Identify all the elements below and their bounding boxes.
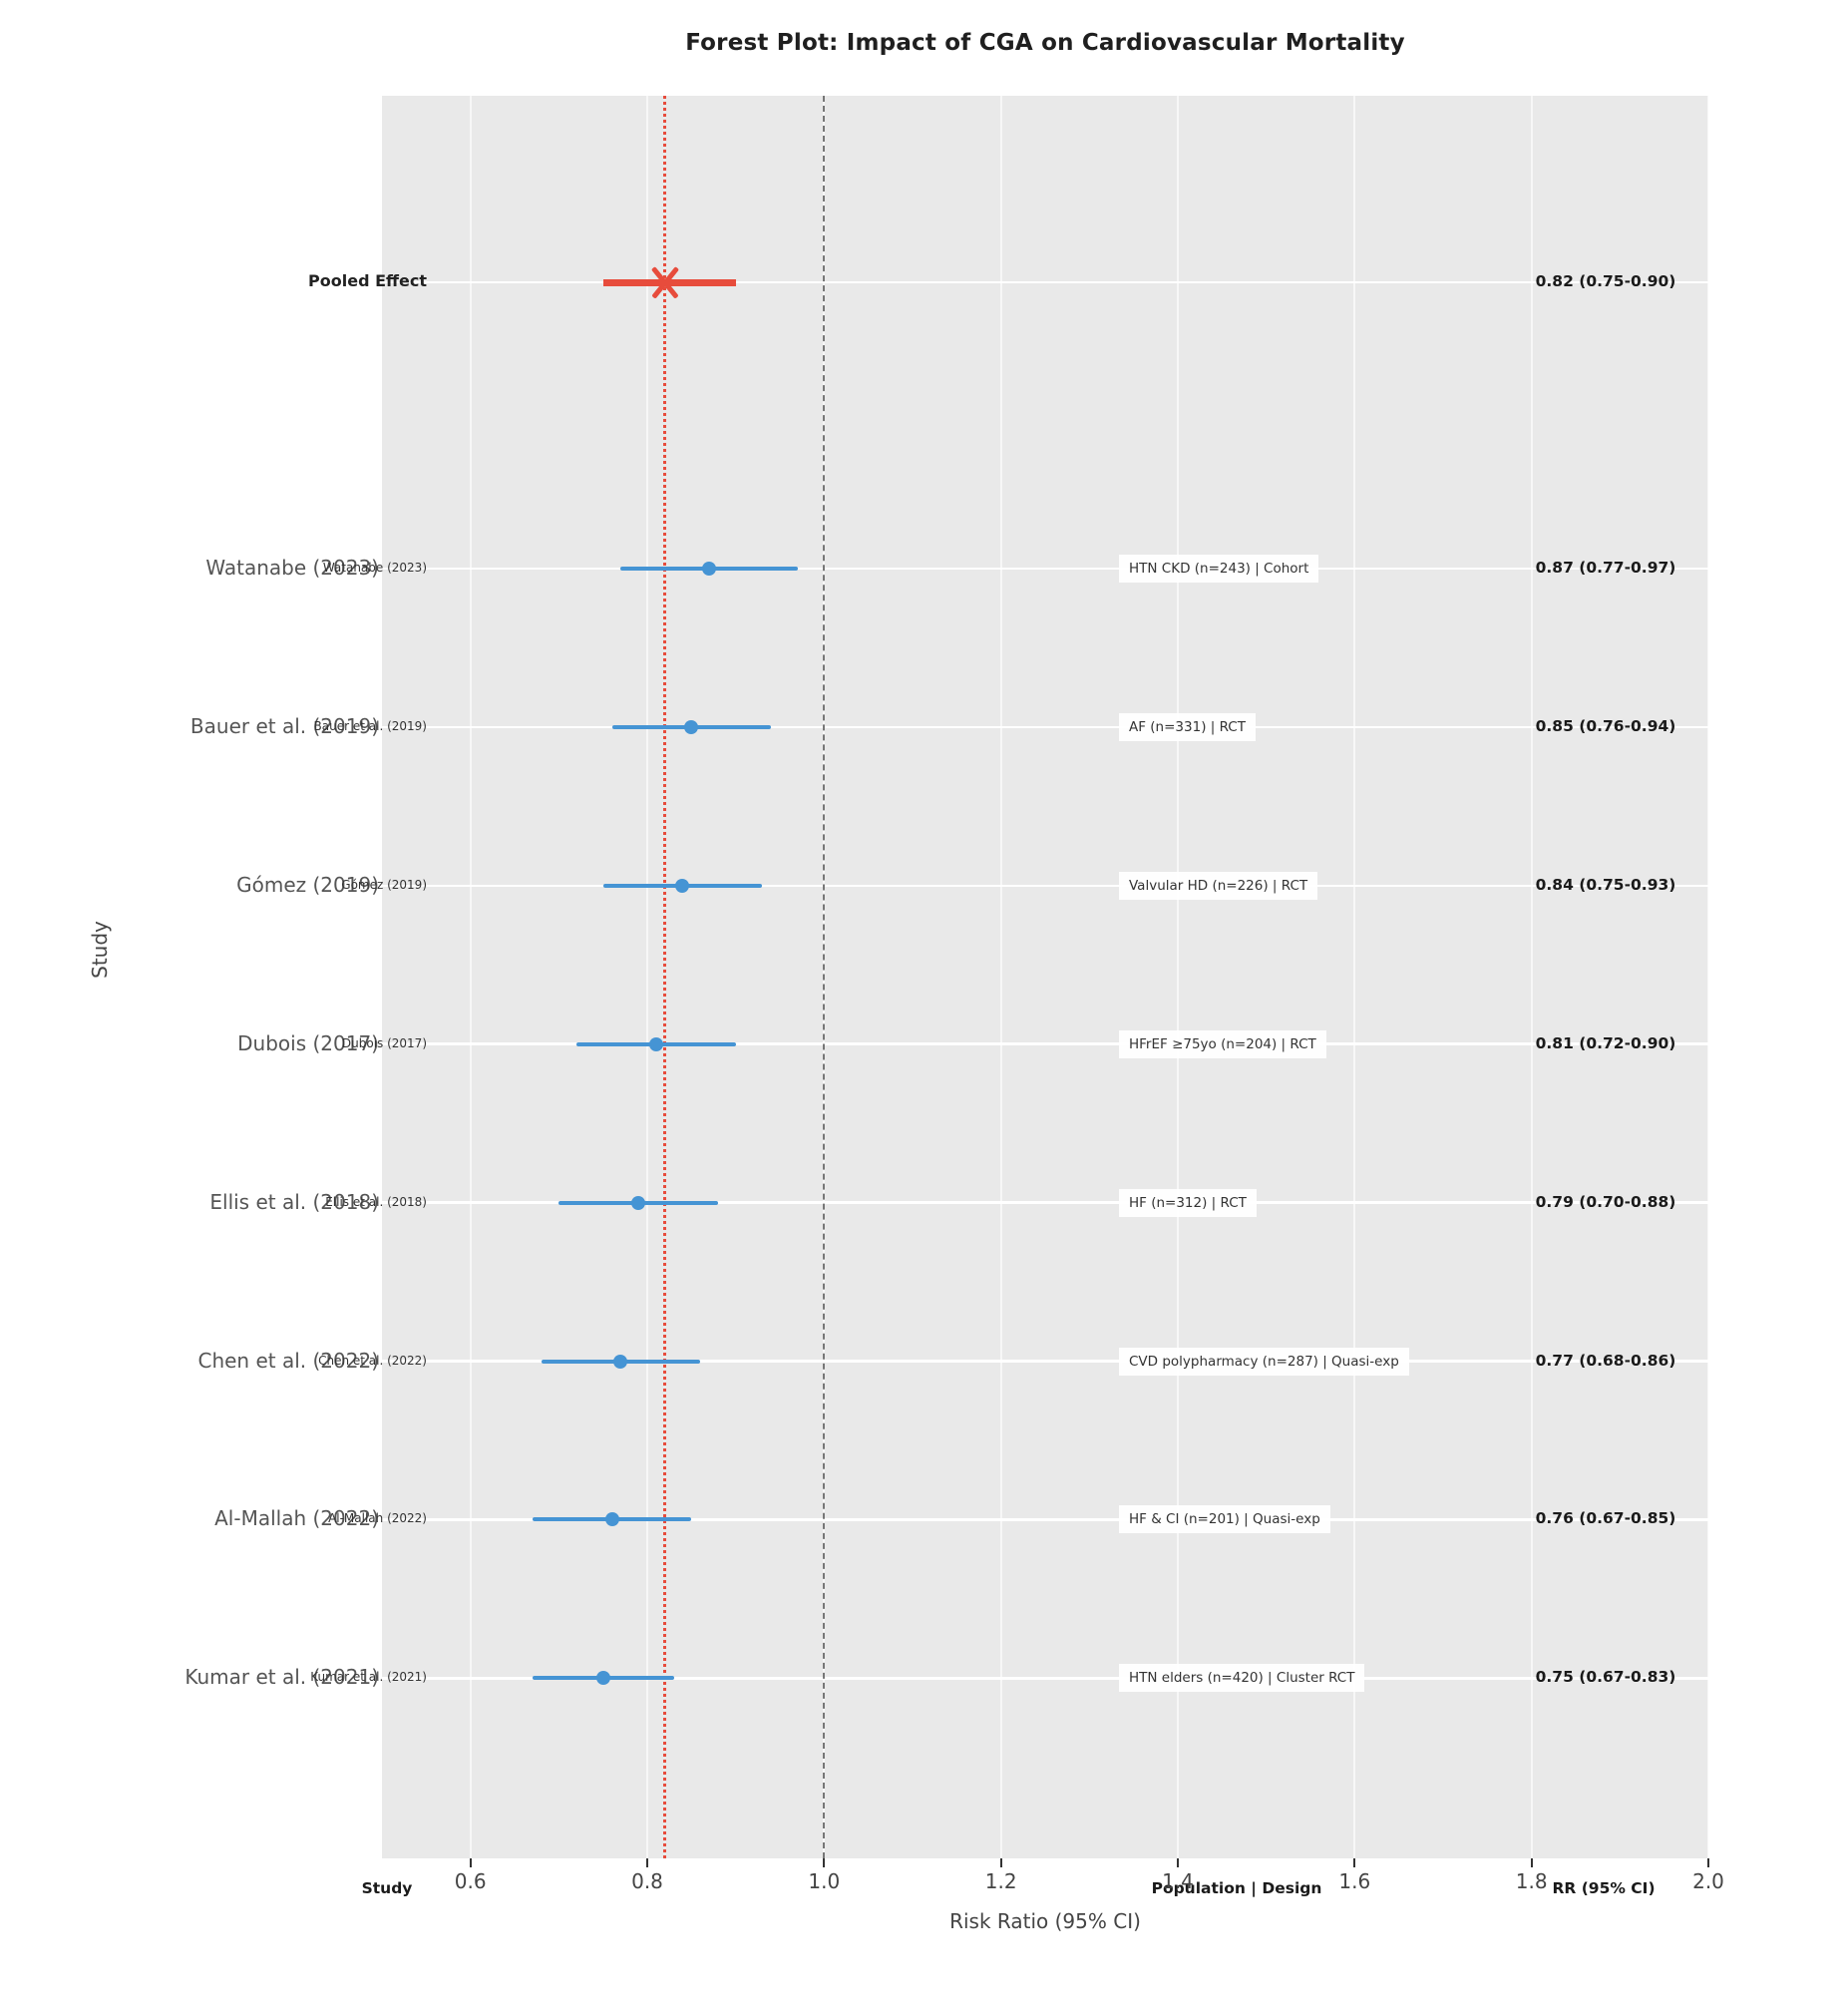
- study-marker: [675, 878, 690, 893]
- pooled-marker-x: [653, 267, 677, 297]
- study-rr-value: 0.79 (0.70-0.88): [1535, 1192, 1676, 1211]
- study-label-overlay: Chen et al. (2022): [318, 1353, 427, 1368]
- study-tick-label: Bauer et al. (2019): [189, 713, 379, 738]
- study-rr-value: 0.75 (0.67-0.83): [1535, 1668, 1676, 1687]
- chart-title: Forest Plot: Impact of CGA on Cardiovasc…: [685, 30, 1405, 56]
- y-axis-title: Study: [88, 921, 112, 979]
- x-gridline: [382, 1042, 1708, 1045]
- x-gridline: [382, 567, 1708, 571]
- study-rr-value: 0.85 (0.76-0.94): [1535, 716, 1676, 735]
- x-gridline: [382, 280, 1708, 284]
- study-label-overlay: Ellis et al. (2018): [325, 1194, 427, 1209]
- study-rr-value: 0.76 (0.67-0.85): [1535, 1509, 1676, 1528]
- x-gridline: [382, 1360, 1708, 1363]
- y-gridline: [1530, 96, 1533, 1858]
- population-label: Valvular HD (n=226) | RCT: [1119, 872, 1318, 900]
- study-marker: [648, 1036, 663, 1051]
- study-label-overlay: Bauer et al. (2019): [313, 718, 427, 733]
- study-label-overlay: Gómez (2019): [341, 877, 427, 892]
- study-tick-label: Kumar et al. (2021): [184, 1665, 379, 1690]
- pooled-effect-label: Pooled Effect: [308, 271, 427, 290]
- study-tick-label: Gómez (2019): [236, 872, 379, 897]
- x-tick-mark: [1530, 1858, 1533, 1867]
- study-rr-value: 0.84 (0.75-0.93): [1535, 875, 1676, 894]
- study-marker: [613, 1354, 628, 1369]
- x-gridline: [382, 1677, 1708, 1680]
- x-tick-label: 1.4: [1162, 1869, 1194, 1893]
- x-tick-mark: [1707, 1858, 1709, 1867]
- study-tick-label: Dubois (2017): [237, 1030, 379, 1055]
- study-tick-label: Chen et al. (2022): [197, 1348, 379, 1373]
- x-axis-title: Risk Ratio (95% CI): [949, 1909, 1141, 1933]
- pooled-rr-value: 0.82 (0.75-0.90): [1535, 272, 1676, 290]
- no-effect-reference-line: [822, 96, 825, 1858]
- study-marker: [702, 562, 717, 576]
- study-label-overlay: Kumar et al. (2021): [310, 1670, 427, 1685]
- population-label: AF (n=331) | RCT: [1119, 713, 1256, 741]
- y-gridline: [999, 96, 1002, 1858]
- y-gridline: [469, 96, 472, 1858]
- plot-area: [382, 96, 1709, 1858]
- study-label-overlay: Al-Mallah (2022): [328, 1511, 427, 1526]
- x-tick-mark: [1177, 1858, 1179, 1867]
- x-tick-label: 1.2: [984, 1869, 1017, 1893]
- study-rr-value: 0.77 (0.68-0.86): [1535, 1351, 1676, 1370]
- y-gridline: [1177, 96, 1179, 1858]
- column-header-population: Population | Design: [1151, 1879, 1322, 1897]
- pooled-estimate-reference-line: [663, 96, 667, 1858]
- study-tick-label: Watanabe (2023): [205, 556, 379, 580]
- x-tick-label: 0.6: [454, 1869, 487, 1893]
- x-gridline: [382, 884, 1708, 888]
- population-label: HF & CI (n=201) | Quasi-exp: [1119, 1505, 1330, 1533]
- x-tick-label: 1.8: [1515, 1869, 1548, 1893]
- study-marker: [631, 1195, 646, 1210]
- y-gridline: [1707, 96, 1709, 1858]
- x-tick-mark: [999, 1858, 1002, 1867]
- study-label-overlay: Watanabe (2023): [322, 561, 427, 575]
- x-tick-label: 1.0: [808, 1869, 841, 1893]
- x-tick-label: 0.8: [631, 1869, 663, 1893]
- study-marker: [684, 719, 699, 734]
- study-rr-value: 0.87 (0.77-0.97): [1535, 559, 1676, 577]
- population-label: HTN CKD (n=243) | Cohort: [1119, 555, 1319, 583]
- study-tick-label: Al-Mallah (2022): [214, 1506, 379, 1531]
- x-tick-mark: [1353, 1858, 1356, 1867]
- x-gridline: [382, 1201, 1708, 1204]
- column-header-rr: RR (95% CI): [1552, 1879, 1656, 1897]
- y-gridline: [646, 96, 648, 1858]
- population-label: HF (n=312) | RCT: [1119, 1189, 1257, 1217]
- study-marker: [595, 1671, 610, 1686]
- x-gridline: [382, 1518, 1708, 1521]
- study-marker: [604, 1512, 619, 1527]
- study-tick-label: Ellis et al. (2018): [209, 1189, 379, 1214]
- y-gridline: [1353, 96, 1356, 1858]
- x-tick-mark: [469, 1858, 472, 1867]
- x-tick-mark: [823, 1858, 826, 1867]
- study-rr-value: 0.81 (0.72-0.90): [1535, 1033, 1676, 1052]
- x-tick-label: 2.0: [1692, 1869, 1724, 1893]
- population-label: CVD polypharmacy (n=287) | Quasi-exp: [1119, 1348, 1409, 1376]
- x-tick-label: 1.6: [1338, 1869, 1371, 1893]
- x-tick-mark: [646, 1858, 648, 1867]
- column-header-study: Study: [361, 1879, 413, 1897]
- population-label: HFrEF ≥75yo (n=204) | RCT: [1119, 1030, 1326, 1058]
- x-gridline: [382, 725, 1708, 729]
- population-label: HTN elders (n=420) | Cluster RCT: [1119, 1664, 1365, 1692]
- study-label-overlay: Dubois (2017): [341, 1035, 427, 1050]
